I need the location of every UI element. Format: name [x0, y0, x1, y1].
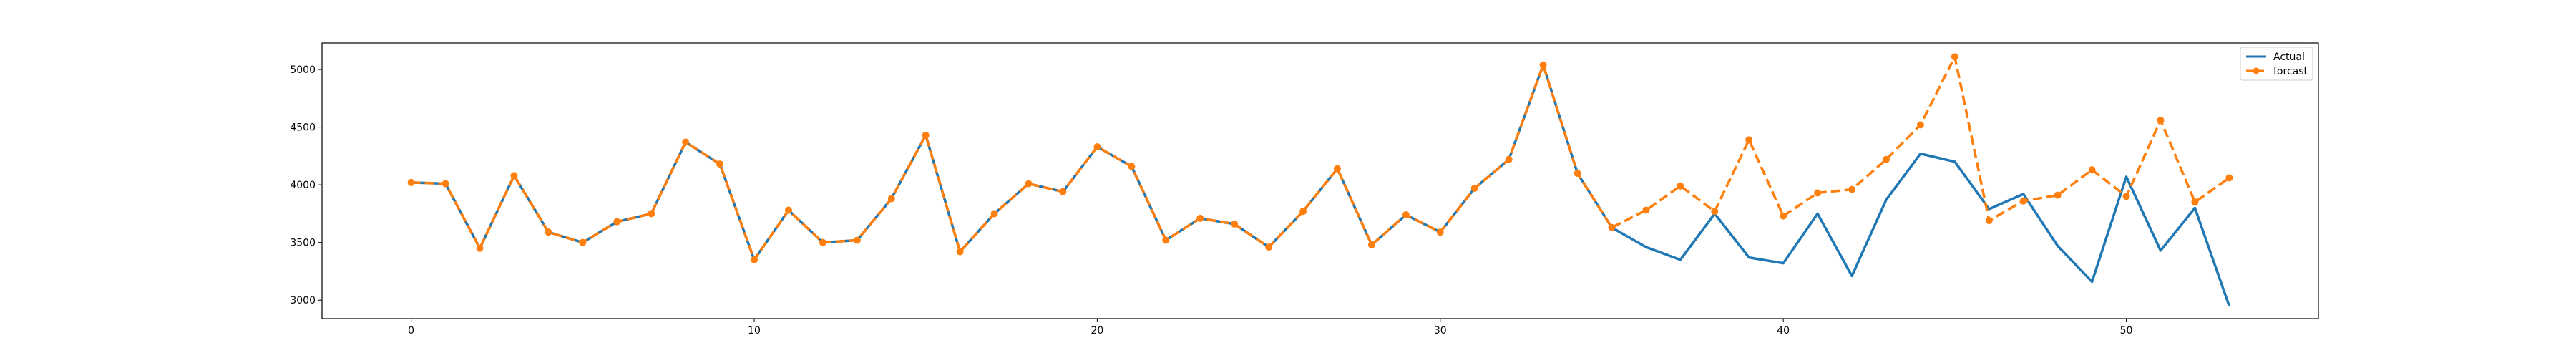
- x-tick-label: 0: [408, 325, 414, 337]
- series-line-forcast: [411, 55, 2230, 261]
- data-point-forcast: [1093, 142, 1101, 150]
- data-point-forcast: [1059, 188, 1067, 195]
- x-tick-label: 50: [2120, 325, 2133, 337]
- data-point-forcast: [1711, 208, 1719, 216]
- data-point-forcast: [1505, 155, 1513, 163]
- data-point-forcast: [613, 218, 621, 226]
- data-point-forcast: [1539, 61, 1547, 69]
- data-point-forcast: [2054, 191, 2062, 199]
- y-tick-label: 3000: [290, 295, 316, 306]
- data-point-forcast: [1299, 208, 1307, 216]
- plot-frame: [321, 42, 2319, 319]
- y-tick-label: 3500: [290, 238, 316, 249]
- x-tick-label: 30: [1434, 325, 1447, 337]
- data-point-forcast: [1470, 184, 1478, 192]
- data-point-forcast: [784, 206, 792, 214]
- x-tick-label: 10: [748, 325, 761, 337]
- data-point-forcast: [1848, 185, 1856, 193]
- data-point-forcast: [2088, 166, 2096, 174]
- legend-marker-forcast: [2253, 67, 2260, 74]
- data-point-forcast: [990, 210, 998, 218]
- data-point-forcast: [476, 244, 484, 252]
- data-point-forcast: [441, 180, 449, 188]
- data-point-forcast: [1745, 136, 1753, 144]
- data-point-forcast: [751, 256, 758, 263]
- data-point-forcast: [579, 238, 587, 246]
- data-point-forcast: [1608, 223, 1616, 231]
- data-point-forcast: [922, 131, 930, 139]
- legend-label-actual: Actual: [2273, 52, 2305, 63]
- x-tick-label: 20: [1091, 325, 1103, 337]
- data-point-forcast: [853, 236, 861, 244]
- data-point-forcast: [1402, 211, 1410, 219]
- data-point-forcast: [648, 210, 655, 218]
- data-point-forcast: [716, 160, 724, 168]
- data-point-forcast: [1985, 217, 1993, 225]
- data-point-forcast: [545, 228, 552, 236]
- data-point-forcast: [1882, 155, 1890, 163]
- data-point-forcast: [1265, 243, 1273, 251]
- data-point-forcast: [819, 238, 826, 246]
- data-point-forcast: [1780, 212, 1787, 220]
- data-point-forcast: [887, 195, 895, 203]
- data-point-forcast: [1231, 220, 1239, 228]
- series-layer: [407, 53, 2233, 306]
- data-point-forcast: [1642, 206, 1650, 214]
- data-point-forcast: [2157, 116, 2165, 124]
- y-tick-label: 5000: [290, 64, 316, 76]
- data-point-forcast: [1367, 241, 1375, 248]
- data-point-forcast: [2225, 174, 2233, 182]
- data-point-forcast: [1677, 182, 1684, 190]
- data-point-forcast: [510, 172, 518, 180]
- data-point-forcast: [1436, 228, 1444, 236]
- data-point-forcast: [956, 248, 964, 256]
- axis-layer: 0 10 20 30 40 50 3000 3500 4000 4500 5000: [290, 64, 2132, 337]
- legend-label-forcast: forcast: [2273, 66, 2308, 77]
- data-point-forcast: [1162, 236, 1170, 244]
- data-point-forcast: [1128, 163, 1136, 170]
- data-point-forcast: [682, 138, 690, 146]
- y-tick-label: 4000: [290, 180, 316, 191]
- data-point-forcast: [1951, 53, 1958, 61]
- data-point-forcast: [2191, 198, 2199, 206]
- legend: Actual forcast: [2240, 47, 2313, 81]
- data-point-forcast: [2019, 197, 2027, 205]
- data-point-forcast: [1196, 214, 1204, 222]
- data-point-forcast: [2122, 193, 2130, 200]
- data-point-forcast: [1814, 189, 1822, 197]
- data-point-forcast: [1333, 165, 1341, 173]
- data-point-forcast: [407, 178, 415, 186]
- data-point-forcast: [1574, 170, 1581, 178]
- x-tick-label: 40: [1777, 325, 1790, 337]
- data-point-forcast: [1025, 180, 1033, 188]
- y-tick-label: 4500: [290, 122, 316, 134]
- data-point-forcast: [1916, 121, 1924, 129]
